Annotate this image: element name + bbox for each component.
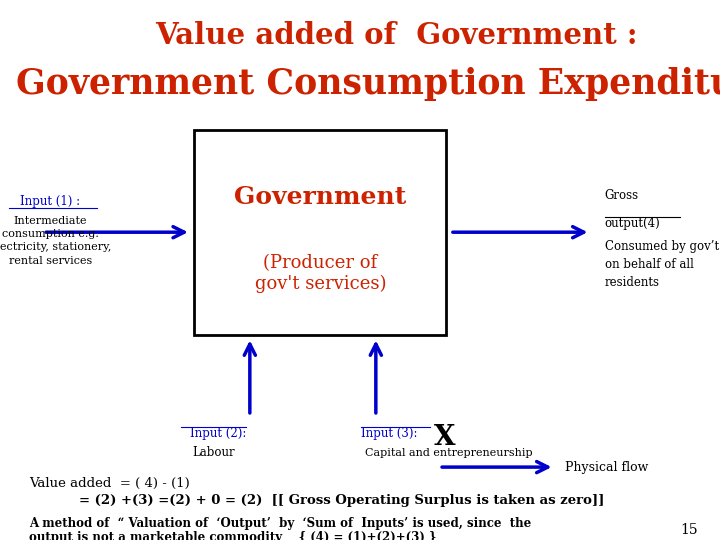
Text: Input (1) :: Input (1) : <box>20 195 81 208</box>
Text: output is not a marketable commodity    { (4) = (1)+(2)+(3) }: output is not a marketable commodity { (… <box>29 531 436 540</box>
Text: Value added of  Government :: Value added of Government : <box>155 21 637 50</box>
Text: Input (2):: Input (2): <box>190 427 246 440</box>
Text: Capital and entrepreneurship: Capital and entrepreneurship <box>365 448 533 458</box>
Text: = (2) +(3) =(2) + 0 = (2)  [[ Gross Operating Surplus is taken as zero]]: = (2) +(3) =(2) + 0 = (2) [[ Gross Opera… <box>79 494 605 507</box>
Text: Government: Government <box>234 185 407 210</box>
Text: Labour: Labour <box>192 446 235 458</box>
Text: Input (3):: Input (3): <box>361 427 418 440</box>
Text: 15: 15 <box>681 523 698 537</box>
FancyBboxPatch shape <box>194 130 446 335</box>
Text: Government Consumption Expenditure: Government Consumption Expenditure <box>16 67 720 100</box>
Text: output(4): output(4) <box>605 217 660 230</box>
Text: Consumed by gov’t
on behalf of all
residents: Consumed by gov’t on behalf of all resid… <box>605 240 719 289</box>
Text: Value added  = ( 4) - (1): Value added = ( 4) - (1) <box>29 477 189 490</box>
Text: Physical flow: Physical flow <box>565 461 649 474</box>
Text: (Producer of
gov't services): (Producer of gov't services) <box>255 254 386 293</box>
Text: Gross: Gross <box>605 190 639 202</box>
Text: A method of  “ Valuation of  ‘Output’  by  ‘Sum of  Inputs’ is used, since  the: A method of “ Valuation of ‘Output’ by ‘… <box>29 517 531 530</box>
Text: X: X <box>433 424 455 451</box>
Text: Intermediate
consumption e.g.
electricity, stationery,
rental services: Intermediate consumption e.g. electricit… <box>0 216 111 266</box>
